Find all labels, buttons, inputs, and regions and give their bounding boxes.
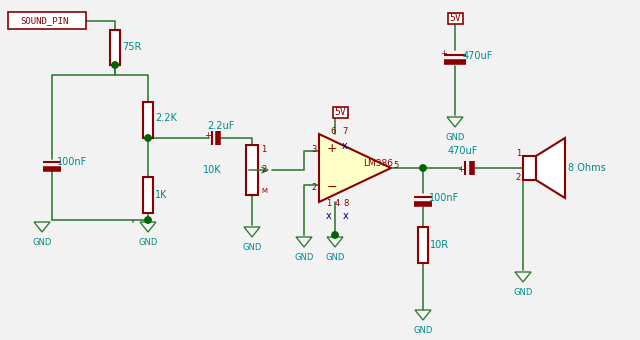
Text: 10K: 10K (204, 165, 222, 175)
Text: 1: 1 (516, 150, 521, 158)
Bar (143, 102, 153, 138)
Text: x: x (342, 141, 348, 151)
FancyBboxPatch shape (8, 12, 86, 29)
Text: +: + (440, 50, 447, 58)
Text: 75R: 75R (122, 42, 141, 52)
Text: 5V: 5V (449, 13, 461, 23)
Bar (143, 177, 153, 213)
Text: GND: GND (445, 133, 465, 142)
Text: GND: GND (325, 253, 345, 262)
Text: GND: GND (32, 238, 52, 247)
Text: 2: 2 (516, 173, 521, 183)
Text: 1K: 1K (155, 190, 168, 200)
Text: 5V: 5V (334, 107, 346, 117)
Polygon shape (319, 134, 391, 202)
Bar (110, 30, 120, 65)
Text: LM386: LM386 (363, 159, 393, 169)
Circle shape (332, 232, 338, 238)
Text: 1: 1 (261, 144, 266, 153)
Bar (418, 227, 428, 263)
Text: 8 Ohms: 8 Ohms (568, 163, 605, 173)
Text: 6: 6 (330, 128, 336, 136)
Text: M: M (261, 188, 267, 194)
Polygon shape (536, 138, 565, 198)
Text: GND: GND (243, 243, 262, 252)
Text: 100nF: 100nF (57, 157, 87, 167)
Text: 4: 4 (334, 200, 340, 208)
Text: 10R: 10R (430, 240, 449, 250)
Circle shape (112, 62, 118, 68)
Text: 470uF: 470uF (448, 146, 478, 156)
FancyBboxPatch shape (447, 13, 463, 23)
Text: 2: 2 (261, 166, 266, 174)
Text: 100nF: 100nF (429, 193, 460, 203)
Text: GND: GND (294, 253, 314, 262)
Text: SOUND_PIN: SOUND_PIN (21, 16, 69, 25)
Text: GND: GND (513, 288, 532, 297)
Circle shape (145, 135, 151, 141)
Text: 8: 8 (343, 200, 349, 208)
Text: 2.2K: 2.2K (155, 113, 177, 123)
FancyBboxPatch shape (333, 106, 348, 118)
Text: +: + (327, 142, 338, 155)
Text: x: x (326, 211, 332, 221)
Text: 2: 2 (312, 183, 317, 191)
Circle shape (145, 217, 151, 223)
Text: 5: 5 (393, 160, 398, 170)
Text: 1: 1 (326, 200, 332, 208)
Text: 2.2uF: 2.2uF (207, 121, 234, 131)
Text: +: + (204, 132, 211, 140)
Text: 470uF: 470uF (463, 51, 493, 61)
Bar (246, 145, 258, 195)
Text: 3: 3 (312, 144, 317, 153)
Text: x: x (343, 211, 349, 221)
Text: 7: 7 (342, 128, 348, 136)
Text: GND: GND (138, 238, 157, 247)
Bar (523, 156, 536, 180)
Circle shape (420, 165, 426, 171)
Text: GND: GND (413, 326, 433, 335)
Text: +: + (457, 165, 464, 173)
Text: −: − (327, 181, 337, 193)
